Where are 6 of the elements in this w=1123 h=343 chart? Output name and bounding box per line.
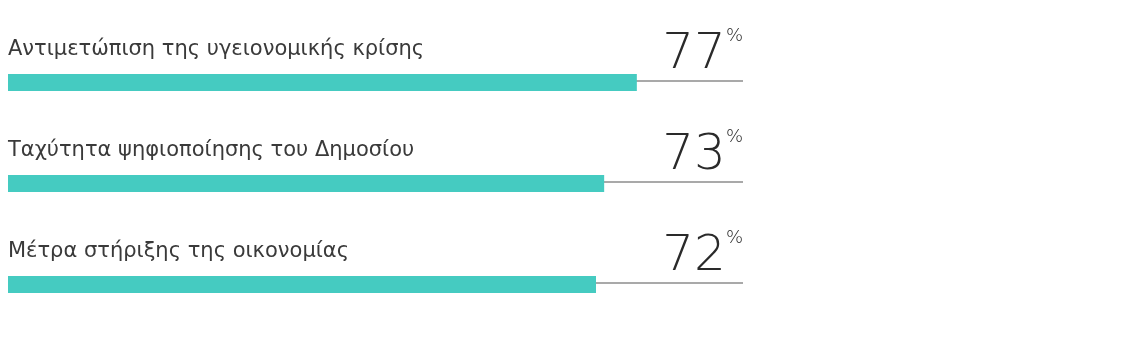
data-label: 73$^{%}$ [662,123,743,181]
y-tick-label: Μέτρα στήριξης της οικονομίας [8,238,350,262]
y-tick-label: Ταχύτητα ψηφιοποίησης του Δημοσίου [7,137,415,161]
data-label: 77$^{%}$ [662,22,743,80]
data-label: 72$^{%}$ [662,224,743,282]
y-tick-label: Αντιμετώπιση της υγειονομικής κρίσης [8,36,425,60]
